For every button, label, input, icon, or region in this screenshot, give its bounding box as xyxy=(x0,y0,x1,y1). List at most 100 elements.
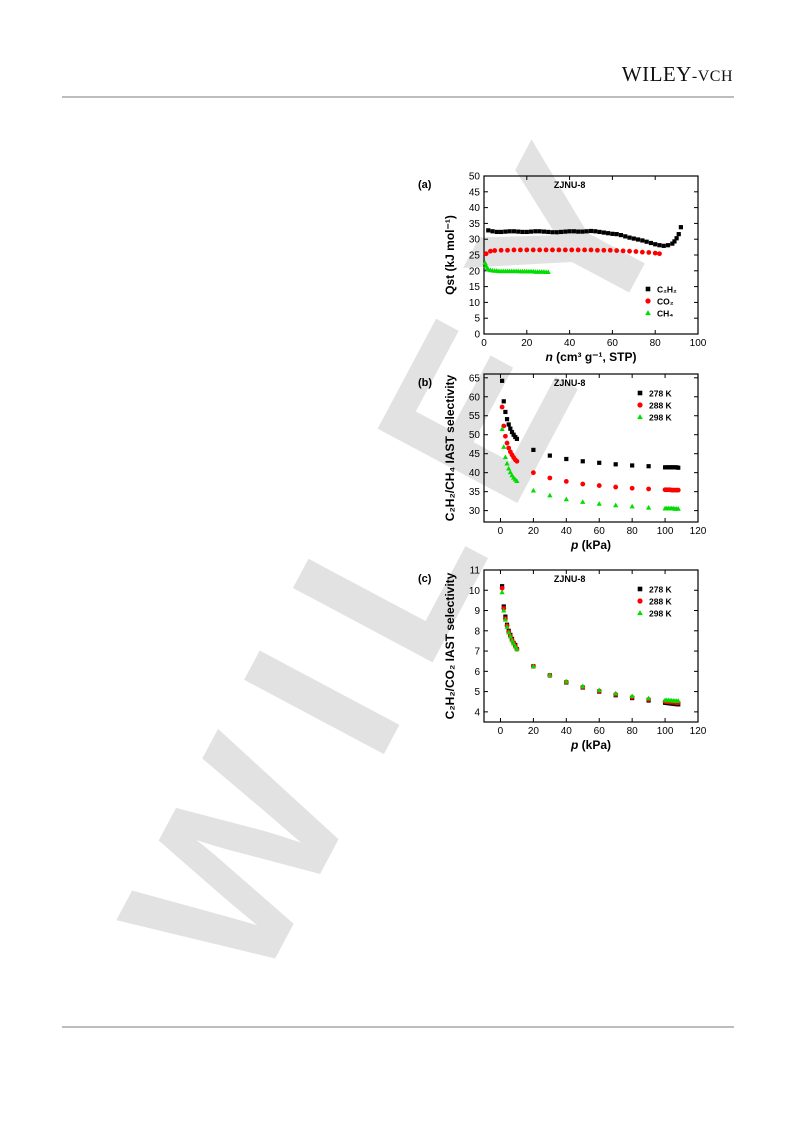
publisher-sep: - xyxy=(691,68,698,85)
y-tick-label: 35 xyxy=(469,219,481,230)
y-tick-label: 45 xyxy=(469,449,481,460)
data-point xyxy=(511,640,517,646)
data-point xyxy=(635,237,641,242)
x-tick-label: 0 xyxy=(498,726,504,737)
data-point xyxy=(665,243,671,248)
chart-title: ZJNU-8 xyxy=(554,574,586,584)
data-point xyxy=(652,250,658,256)
y-ticks: 30 35 40 45 50 55 60 65 xyxy=(469,373,698,517)
data-point xyxy=(674,236,679,241)
data-point xyxy=(596,687,602,693)
data-point xyxy=(627,248,632,254)
data-point xyxy=(629,503,635,509)
data-point xyxy=(546,229,551,235)
y-tick-label: 45 xyxy=(469,187,481,198)
y-tick-label: 30 xyxy=(469,506,481,517)
legend-marker xyxy=(645,310,651,316)
data-point xyxy=(506,629,512,635)
data-point xyxy=(627,235,632,240)
chart-panel-a: 0 20 40 60 80 100 0 5 10 15 20 25 30 35 40 45 50 (a) ZJNU-… xyxy=(408,162,730,365)
data-point xyxy=(613,462,618,467)
data-point xyxy=(675,487,681,493)
y-axis-label: C₂H₂/CH₄ IAST selectivity xyxy=(443,374,457,521)
data-point xyxy=(509,637,515,643)
data-point xyxy=(588,228,594,234)
data-point xyxy=(499,589,505,595)
data-point xyxy=(530,663,536,669)
data-point xyxy=(488,248,493,254)
x-ticks: 0 20 40 60 80 100 120 xyxy=(498,570,707,737)
y-tick-label: 5 xyxy=(474,687,480,698)
data-point xyxy=(558,229,564,235)
series-298-k xyxy=(499,589,681,703)
x-tick-label: 120 xyxy=(690,726,707,737)
data-point xyxy=(507,229,512,234)
series-ch4 xyxy=(482,260,551,275)
data-point xyxy=(501,399,506,404)
x-tick-label: 60 xyxy=(594,526,606,537)
legend: 278 K 288 K 298 K xyxy=(637,585,673,619)
data-point xyxy=(550,247,555,253)
data-point xyxy=(597,460,602,465)
data-point xyxy=(670,241,675,246)
data-point xyxy=(482,260,488,265)
x-tick-label: 60 xyxy=(594,726,606,737)
data-point xyxy=(499,585,505,591)
y-tick-label: 15 xyxy=(469,282,481,293)
chart-panel-c: 0 20 40 60 80 100 120 4 5 6 7 8 9 10 11 (c) ZJNU-8 p (kPa… xyxy=(408,558,730,758)
data-point xyxy=(494,229,499,235)
data-point xyxy=(580,459,585,464)
x-tick-label: 80 xyxy=(627,726,639,737)
legend-label: 288 K xyxy=(649,401,673,411)
data-point xyxy=(596,501,602,506)
y-tick-label: 50 xyxy=(469,172,481,183)
x-tick-label: 60 xyxy=(607,338,619,349)
legend-label: 278 K xyxy=(649,585,673,595)
data-point xyxy=(580,229,585,234)
data-point xyxy=(569,247,575,253)
data-point xyxy=(505,247,510,253)
x-tick-label: 100 xyxy=(657,726,674,737)
x-tick-label: 40 xyxy=(564,338,576,349)
legend-label: CO₂ xyxy=(657,297,674,307)
data-point xyxy=(511,229,517,234)
data-point xyxy=(545,269,551,275)
data-point xyxy=(596,483,602,488)
legend-label: 298 K xyxy=(649,413,673,423)
chart-b: 0 20 40 60 80 100 120 30 35 40 45 50 55 60 65 (b) ZJNU-8… xyxy=(418,373,707,552)
data-point xyxy=(657,243,662,248)
data-point xyxy=(640,238,645,243)
header-rule xyxy=(62,96,734,98)
x-axis-label: p (kPa) xyxy=(570,738,611,752)
y-tick-label: 20 xyxy=(469,266,481,277)
plot-frame xyxy=(483,373,699,523)
data-point xyxy=(533,229,538,234)
data-point xyxy=(503,409,508,415)
x-tick-label: 80 xyxy=(650,338,662,349)
footer-rule xyxy=(62,1026,734,1028)
y-tick-label: 4 xyxy=(474,707,480,718)
data-point xyxy=(607,247,613,253)
data-point xyxy=(648,240,654,246)
data-point xyxy=(530,487,536,493)
x-tick-label: 20 xyxy=(521,338,533,349)
data-point xyxy=(528,229,534,234)
x-axis-label-var: p xyxy=(570,538,578,552)
data-point xyxy=(531,447,536,452)
data-point xyxy=(537,229,542,234)
data-point xyxy=(498,247,504,253)
data-point xyxy=(629,693,635,699)
figure: 0 20 40 60 80 100 0 5 10 15 20 25 30 35 40 45 50 (a) ZJNU-… xyxy=(408,162,730,762)
data-point xyxy=(653,242,658,247)
data-point xyxy=(580,683,586,689)
data-point xyxy=(646,504,652,510)
data-point xyxy=(563,496,569,502)
data-point xyxy=(514,478,520,483)
data-point xyxy=(646,486,652,492)
data-point xyxy=(646,250,652,255)
legend: 278 K 288 K 298 K xyxy=(637,389,673,423)
data-point xyxy=(520,229,525,235)
y-tick-label: 9 xyxy=(474,606,480,617)
series-288-k xyxy=(499,404,681,493)
chart-title: ZJNU-8 xyxy=(554,378,586,388)
